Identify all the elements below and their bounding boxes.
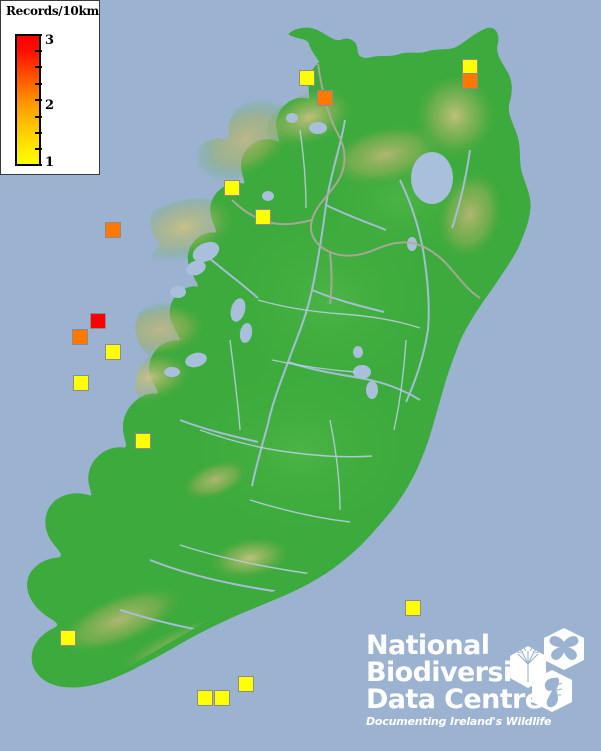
record-square[interactable] — [135, 433, 151, 449]
colorbar-tick — [35, 66, 42, 68]
record-square[interactable] — [72, 329, 88, 345]
record-square[interactable] — [299, 70, 315, 86]
legend-panel: Records/10km 3 2 1 — [0, 0, 100, 175]
record-square[interactable] — [224, 180, 240, 196]
record-square[interactable] — [214, 690, 230, 706]
legend-tick-label-1: 1 — [45, 155, 55, 170]
legend-tick-label-3: 3 — [45, 33, 55, 48]
record-square[interactable] — [90, 313, 106, 329]
legend-title: Records/10km — [6, 4, 99, 18]
logo-line-2: Biodiversity — [366, 657, 541, 688]
record-square[interactable] — [462, 73, 478, 89]
colorbar-tick — [35, 50, 42, 52]
record-square[interactable] — [60, 630, 76, 646]
record-square[interactable] — [238, 676, 254, 692]
colorbar-tick — [35, 83, 42, 85]
record-square[interactable] — [105, 222, 121, 238]
colorbar-tick — [35, 34, 42, 36]
butterfly-icon — [544, 628, 584, 670]
lakes — [164, 113, 453, 399]
seahorse-icon — [532, 670, 572, 712]
colorbar-tick — [35, 148, 42, 150]
logo-line-3: Data Centre — [366, 684, 543, 715]
legend-colorbar-wrap — [15, 34, 42, 166]
nbdc-logo: National Biodiversity Data Centre Docume… — [366, 628, 591, 738]
record-square[interactable] — [255, 209, 271, 225]
river-network — [119, 119, 471, 635]
colorbar-tick — [35, 116, 42, 118]
colorbar-tick — [35, 164, 42, 166]
record-square[interactable] — [197, 690, 213, 706]
logo-tagline: Documenting Ireland's Wildlife — [366, 715, 552, 728]
logo-line-1: National — [366, 630, 490, 661]
record-square[interactable] — [105, 344, 121, 360]
logo-wordmark: National Biodiversity Data Centre Docume… — [366, 630, 552, 729]
record-square[interactable] — [73, 375, 89, 391]
record-square[interactable] — [405, 600, 421, 616]
record-square[interactable] — [317, 90, 333, 106]
logo-badges — [500, 628, 592, 724]
colorbar-tick — [35, 99, 42, 101]
legend-tick-label-2: 2 — [45, 98, 55, 113]
colorbar-tick — [35, 132, 42, 134]
